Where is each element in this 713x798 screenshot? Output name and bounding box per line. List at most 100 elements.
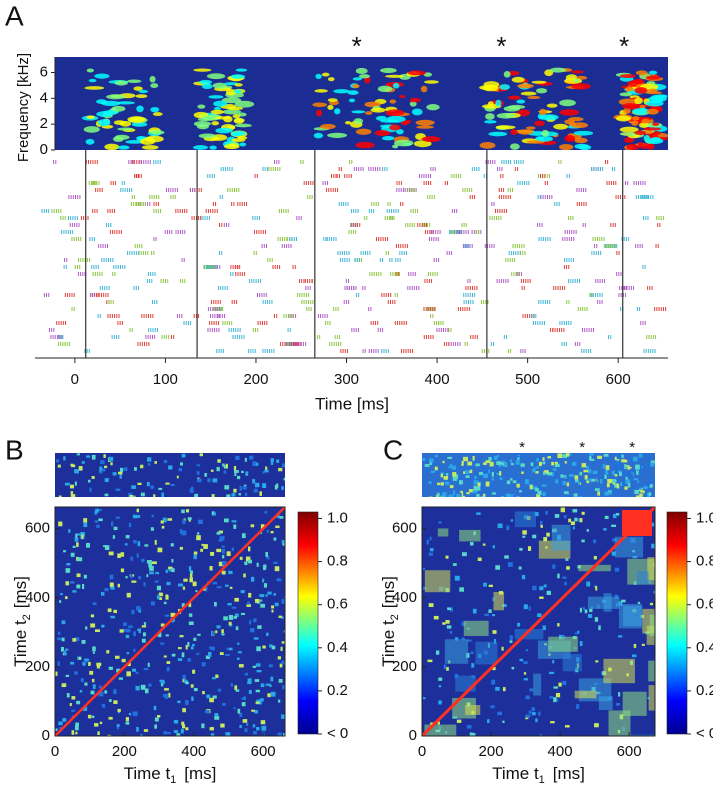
texture-cell xyxy=(269,684,272,688)
texture-cell xyxy=(239,712,243,718)
x-axis-label-text: Time t xyxy=(492,764,539,783)
texture-cell xyxy=(449,484,454,489)
texture-cell xyxy=(613,463,619,467)
texture-cell xyxy=(177,658,183,662)
texture-cell xyxy=(468,489,474,493)
texture-cell xyxy=(211,511,215,516)
spectrogram-blob xyxy=(413,140,432,148)
texture-cell xyxy=(206,694,211,699)
texture-cell xyxy=(101,624,105,628)
texture-cell xyxy=(64,482,70,486)
spectrogram-blob xyxy=(208,95,224,99)
texture-cell xyxy=(581,463,587,468)
texture-cell xyxy=(247,559,253,564)
texture-cell xyxy=(117,583,121,588)
texture-cell xyxy=(509,635,513,640)
spectrogram-blob xyxy=(479,141,496,149)
texture-cell xyxy=(129,495,134,497)
spectrogram-blob xyxy=(116,101,135,105)
spectrogram-blob xyxy=(114,80,128,86)
texture-cell xyxy=(555,479,559,484)
texture-cell xyxy=(91,454,96,460)
texture-cell xyxy=(576,704,580,709)
texture-cell xyxy=(540,520,543,526)
texture-cell xyxy=(133,495,136,497)
texture-cell xyxy=(88,479,91,483)
texture-cell xyxy=(271,645,276,650)
spectrogram-blob xyxy=(231,138,246,143)
texture-cell xyxy=(447,607,452,611)
texture-cell xyxy=(564,581,567,586)
texture-cell xyxy=(488,584,493,587)
texture-cell xyxy=(472,462,476,467)
spectrogram-blob xyxy=(333,89,350,94)
panel-label: A xyxy=(5,0,24,31)
texture-block xyxy=(574,690,597,699)
texture-cell xyxy=(533,467,536,473)
texture-cell xyxy=(283,595,285,599)
texture-cell xyxy=(115,488,121,491)
texture-cell xyxy=(168,569,172,572)
texture-cell xyxy=(600,478,603,484)
texture-cell xyxy=(170,483,175,487)
texture-cell xyxy=(131,485,136,489)
texture-cell xyxy=(179,529,183,534)
spectrogram-blob xyxy=(616,115,631,122)
texture-cell xyxy=(167,731,171,735)
texture-cell xyxy=(231,606,237,609)
texture-cell xyxy=(280,646,283,652)
texture-cell xyxy=(185,509,189,513)
texture-cell xyxy=(477,557,482,561)
texture-cell xyxy=(284,725,285,731)
x-tick-label: 600 xyxy=(251,743,276,760)
texture-block xyxy=(437,528,449,537)
texture-cell xyxy=(271,609,274,613)
texture-cell xyxy=(612,513,617,519)
annotation: * xyxy=(496,31,506,61)
texture-cell xyxy=(181,509,185,514)
texture-cell xyxy=(641,643,645,647)
texture-cell xyxy=(194,493,198,497)
texture-cell xyxy=(110,586,115,590)
texture-cell xyxy=(483,473,488,479)
texture-cell xyxy=(193,554,197,560)
texture-cell xyxy=(59,600,62,603)
spectrogram-blob xyxy=(384,74,404,78)
texture-cell xyxy=(246,723,249,726)
spectrogram-blob xyxy=(149,75,156,83)
texture-cell xyxy=(463,456,468,462)
spectrogram-blob xyxy=(152,112,163,117)
texture-cell xyxy=(605,469,608,474)
texture-cell xyxy=(520,463,525,467)
texture-cell xyxy=(556,485,560,488)
texture-cell xyxy=(81,461,85,464)
texture-cell xyxy=(97,731,100,736)
texture-cell xyxy=(126,671,131,677)
spectrogram-blob xyxy=(211,121,220,126)
spectrogram-blob xyxy=(364,76,371,84)
texture-cell xyxy=(512,480,517,484)
texture-cell xyxy=(98,691,104,697)
texture-cell xyxy=(519,658,524,662)
texture-cell xyxy=(103,454,106,458)
texture-cell xyxy=(214,601,217,607)
spectrogram-blob xyxy=(348,98,356,103)
texture-cell xyxy=(195,590,198,593)
texture-cell xyxy=(583,469,589,473)
texture-cell xyxy=(88,661,91,666)
spectrogram-blob xyxy=(507,104,526,110)
texture-cell xyxy=(80,678,84,683)
spectrogram-blob xyxy=(516,99,526,104)
texture-cell xyxy=(137,541,141,547)
texture-cell xyxy=(572,509,578,513)
texture-cell xyxy=(177,700,181,704)
spectrogram-blob xyxy=(221,97,242,104)
spectrogram-blob xyxy=(549,67,567,73)
y-tick-label: 600 xyxy=(25,520,50,537)
texture-cell xyxy=(201,543,204,546)
texture-cell xyxy=(166,581,171,586)
texture-cell xyxy=(614,567,620,572)
spectrogram-blob xyxy=(546,103,558,108)
texture-cell xyxy=(68,529,71,533)
texture-cell xyxy=(204,710,210,714)
